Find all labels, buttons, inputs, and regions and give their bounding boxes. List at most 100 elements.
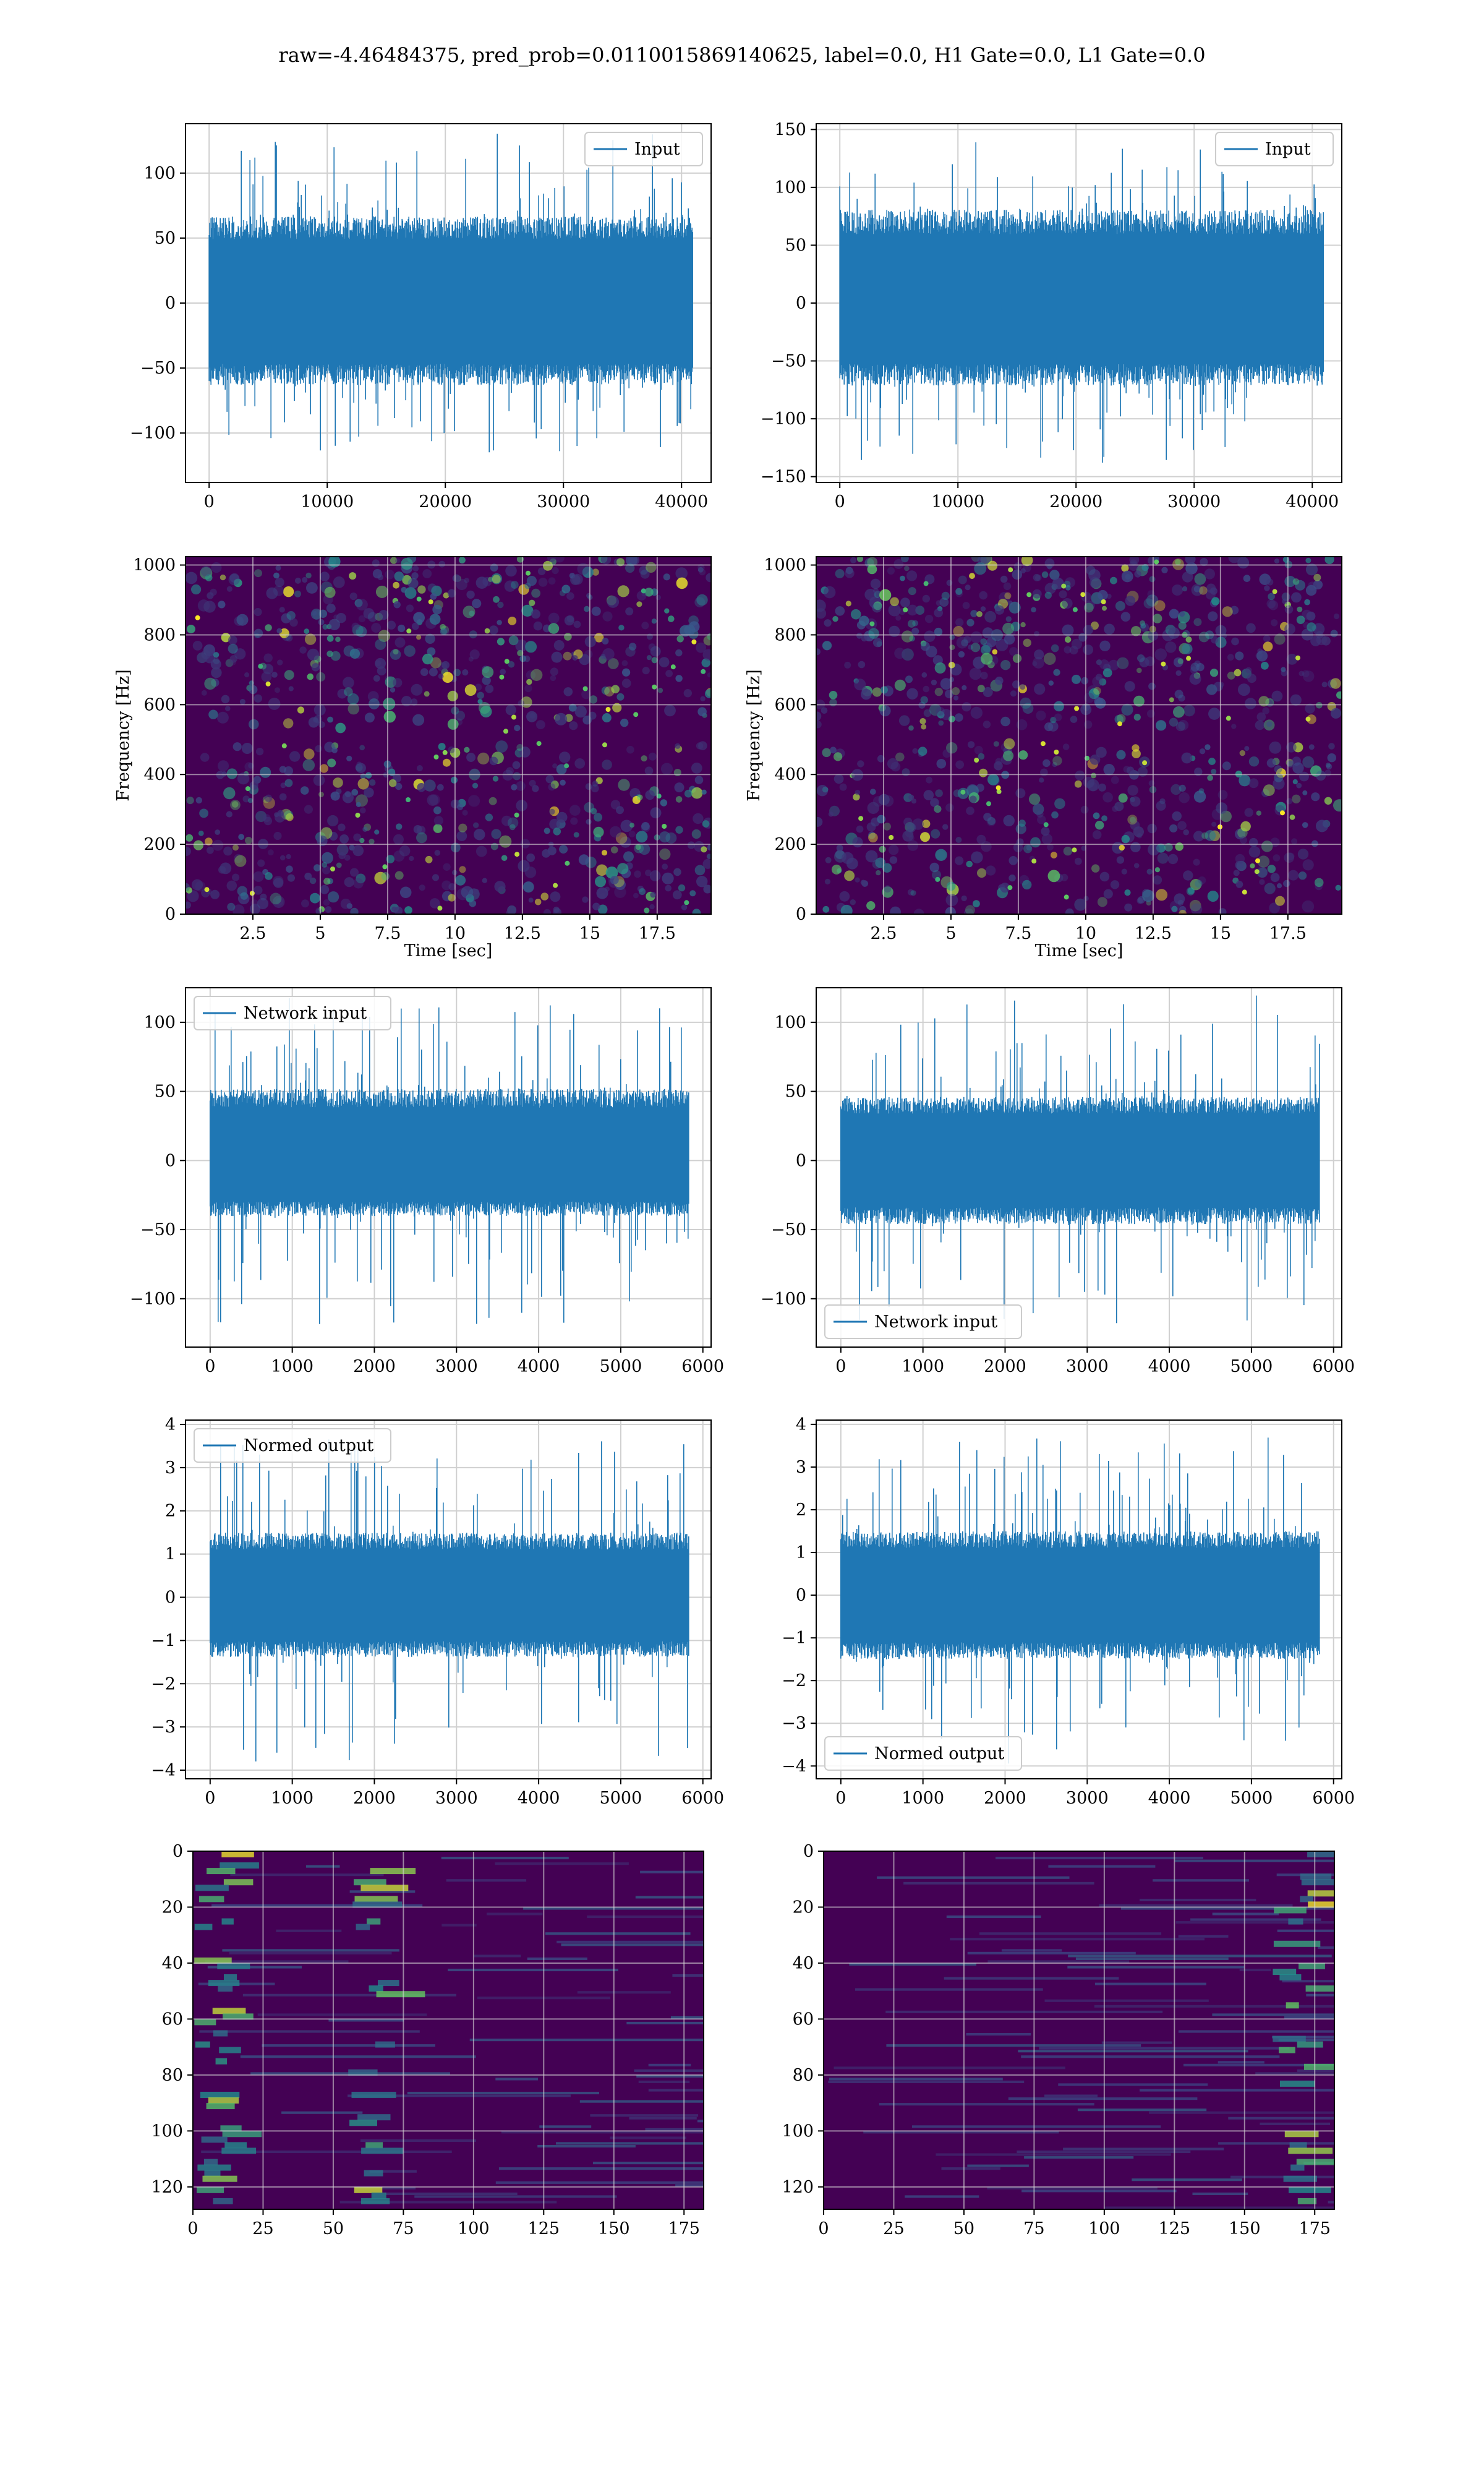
x-tick-label: 20000	[419, 492, 472, 511]
y-tick-label: 200	[774, 835, 806, 854]
series-line	[840, 995, 1320, 1324]
y-tick-label: 0	[173, 1842, 183, 1861]
series-line	[210, 1439, 689, 1761]
y-tick-label: −50	[771, 352, 806, 371]
x-tick-label: 50	[323, 2219, 344, 2238]
y-tick-label: 0	[165, 294, 176, 313]
x-tick-label: 5000	[600, 1357, 642, 1376]
x-tick-label: 150	[598, 2219, 630, 2238]
x-tick-label: 40000	[655, 492, 708, 511]
axes-frame	[816, 1419, 1342, 1779]
y-tick-label: 100	[774, 178, 806, 197]
x-tick-label: 30000	[1167, 492, 1221, 511]
y-tick-label: 600	[143, 695, 176, 714]
y-tick-label: 0	[165, 905, 176, 924]
subplot-row1-left: 0 10000 20000 30000 40000 −100 −50 0 50 100 Input	[130, 123, 712, 511]
y-tick-label: 400	[774, 765, 806, 784]
plot-area	[824, 1851, 1334, 2209]
x-tick-label: 15	[579, 924, 600, 943]
x-tick-label: 30000	[537, 492, 590, 511]
x-tick-label: 25	[252, 2219, 273, 2238]
x-tick-label: 2000	[984, 1357, 1026, 1376]
x-tick-label: 150	[1229, 2219, 1261, 2238]
legend-label: Input	[634, 140, 680, 159]
axes-frame	[185, 987, 712, 1348]
y-tick-label: 80	[793, 2066, 814, 2085]
y-tick-label: 400	[143, 765, 176, 784]
x-tick-label: 15	[1210, 924, 1231, 943]
x-tick-label: 0	[204, 492, 215, 511]
y-tick-label: 120	[782, 2178, 814, 2197]
y-tick-label: 800	[774, 625, 806, 644]
y-tick-label: 100	[143, 1013, 176, 1032]
x-tick-label: 10000	[931, 492, 984, 511]
x-tick-label: 2000	[984, 1789, 1026, 1808]
legend-label: Normed output	[244, 1436, 373, 1455]
axes-frame	[816, 556, 1342, 915]
x-tick-label: 4000	[1148, 1789, 1191, 1808]
y-tick-label: −3	[151, 1718, 176, 1737]
y-tick-label: 20	[162, 1898, 183, 1917]
y-tick-label: −1	[151, 1631, 176, 1650]
x-tick-label: 1000	[902, 1357, 944, 1376]
x-tick-label: 0	[187, 2219, 198, 2238]
y-tick-label: 50	[785, 236, 806, 255]
series-line	[210, 998, 689, 1324]
plot-area	[816, 1420, 1342, 1779]
x-tick-label: 40000	[1286, 492, 1339, 511]
y-tick-label: 1	[796, 1543, 806, 1562]
y-tick-label: 150	[774, 120, 806, 139]
y-tick-label: 1000	[133, 556, 176, 575]
x-tick-label: 5000	[600, 1789, 642, 1808]
y-tick-label: 200	[143, 835, 176, 854]
legend-box	[194, 1428, 391, 1463]
x-tick-label: 125	[1159, 2219, 1191, 2238]
y-tick-label: 0	[165, 1151, 176, 1170]
x-tick-label: 3000	[435, 1789, 478, 1808]
x-tick-label: 12.5	[504, 924, 541, 943]
y-axis-label: Frequency [Hz]	[114, 669, 133, 801]
y-tick-label: 120	[151, 2178, 183, 2197]
subplot-row2-left: 2.5 5 7.5 10 12.5 15 17.5 0 200 400 600 800 1000 Time…	[114, 556, 712, 961]
y-tick-label: −100	[761, 1290, 806, 1309]
legend-label: Normed output	[874, 1744, 1004, 1763]
x-tick-label: 17.5	[639, 924, 676, 943]
subplot-row3-right: 0 1000 2000 3000 4000 5000 6000 −100 −50 0 50 100 Ne…	[761, 987, 1355, 1376]
x-tick-label: 5	[315, 924, 325, 943]
y-tick-label: −50	[771, 1220, 806, 1239]
y-tick-label: −50	[140, 359, 176, 378]
plot-area	[816, 124, 1342, 482]
y-tick-label: 80	[162, 2066, 183, 2085]
y-tick-label: 3	[796, 1458, 806, 1477]
plot-area	[816, 988, 1342, 1347]
x-tick-label: 50	[953, 2219, 974, 2238]
x-tick-label: 75	[1023, 2219, 1044, 2238]
x-tick-label: 2.5	[239, 924, 266, 943]
x-tick-label: 6000	[681, 1789, 724, 1808]
y-axis-label: Frequency [Hz]	[744, 669, 764, 801]
y-tick-label: −100	[130, 424, 176, 443]
series-line	[840, 1437, 1320, 1764]
y-tick-label: 0	[796, 1586, 806, 1605]
y-tick-label: 100	[151, 2121, 183, 2141]
y-tick-label: 0	[165, 1588, 176, 1607]
legend: Input	[584, 132, 703, 166]
figure-title: raw=-4.46484375, pred_prob=0.01100158691…	[278, 43, 1205, 67]
x-tick-label: 10	[445, 924, 466, 943]
axes-frame	[816, 987, 1342, 1348]
x-tick-label: 0	[205, 1789, 215, 1808]
subplots: 0 10000 20000 30000 40000−100−50050100Input0…	[114, 120, 1355, 2238]
x-tick-label: 25	[883, 2219, 904, 2238]
legend-box	[824, 1736, 1022, 1771]
y-tick-label: 0	[803, 1842, 814, 1861]
legend-label: Input	[1265, 140, 1311, 159]
y-tick-label: 50	[785, 1082, 806, 1102]
y-tick-label: −50	[140, 1220, 176, 1239]
y-tick-label: 100	[774, 1013, 806, 1032]
y-tick-label: −2	[151, 1674, 176, 1693]
x-tick-label: 125	[528, 2219, 560, 2238]
x-tick-label: 5000	[1230, 1357, 1273, 1376]
y-tick-label: 4	[165, 1415, 176, 1434]
y-tick-label: 40	[793, 1954, 814, 1973]
